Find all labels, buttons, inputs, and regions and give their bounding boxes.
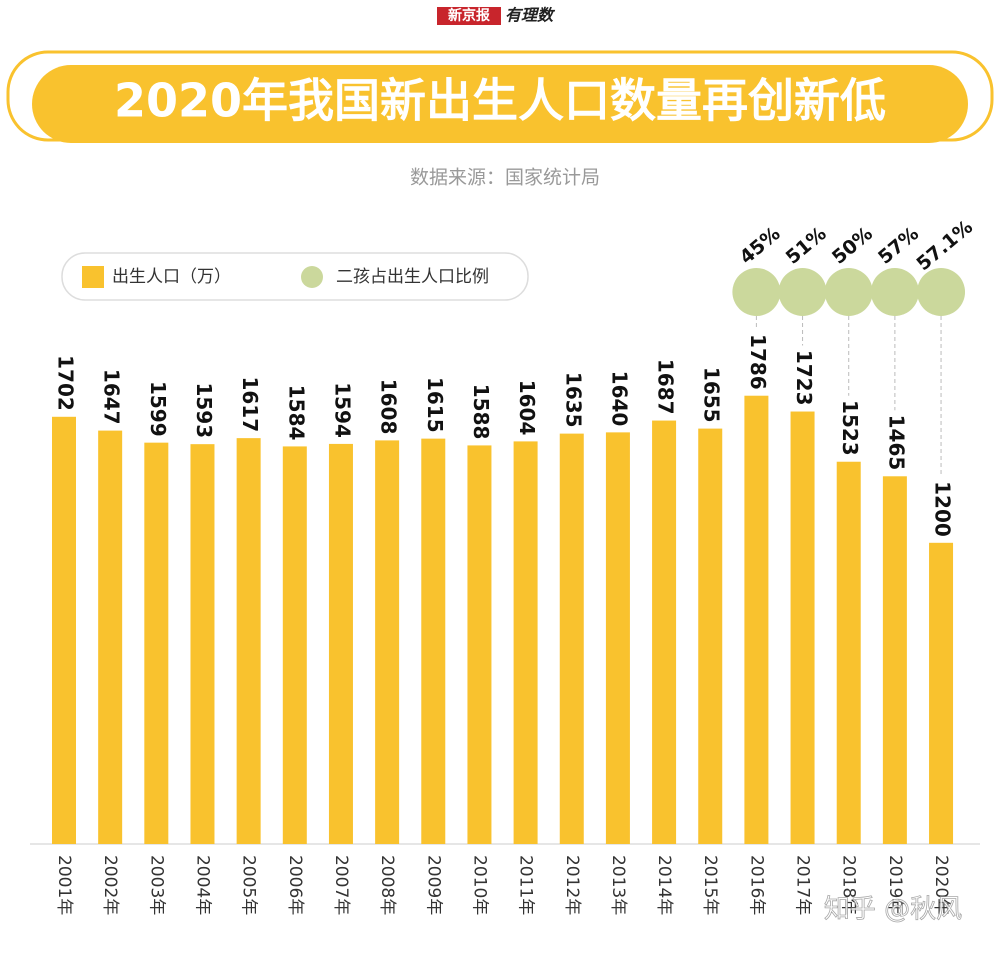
bar [282, 446, 307, 844]
bar [467, 445, 492, 844]
x-tick-label: 2011年 [516, 855, 536, 915]
ratio-label: 45% [736, 223, 785, 269]
subtitle: 数据来源：国家统计局 [410, 167, 600, 189]
bar [98, 430, 123, 844]
value-label: 1523 [838, 400, 862, 456]
x-tick-label: 2020年 [931, 855, 951, 915]
bar [421, 438, 446, 844]
x-tick-label: 2010年 [469, 855, 489, 915]
value-label: 1655 [700, 367, 724, 423]
x-tick-label: 2013年 [608, 855, 628, 915]
bar [836, 461, 861, 844]
legend-label: 出生人口（万） [112, 267, 231, 287]
bar [190, 444, 215, 844]
bar [698, 428, 723, 844]
x-tick-label: 2003年 [146, 855, 166, 915]
x-tick-label: 2004年 [192, 855, 212, 915]
bar [375, 440, 400, 844]
value-label: 1584 [284, 385, 308, 441]
ratio-label: 51% [782, 223, 831, 269]
value-label: 1635 [561, 372, 585, 428]
bar [605, 432, 630, 844]
bar [882, 476, 907, 844]
value-label: 1200 [931, 481, 955, 537]
ratio-label: 57.1% [912, 216, 977, 275]
value-label: 1687 [654, 359, 678, 415]
legend-swatch [301, 266, 323, 288]
ratio-dot [732, 268, 781, 316]
x-tick-label: 2016年 [746, 855, 766, 915]
bar [790, 411, 815, 844]
legend-swatch [82, 266, 104, 288]
ratio-dot [824, 268, 873, 316]
title-banner [32, 65, 968, 143]
value-label: 1604 [515, 380, 539, 436]
value-label: 1702 [54, 355, 78, 411]
bar [744, 395, 769, 844]
x-tick-label: 2001年 [54, 855, 74, 915]
x-tick-label: 2006年 [285, 855, 305, 915]
x-tick-label: 2005年 [239, 855, 259, 915]
value-label: 1588 [469, 384, 493, 440]
ratio-dot [917, 268, 966, 316]
x-tick-label: 2008年 [377, 855, 397, 915]
x-tick-label: 2017年 [793, 855, 813, 915]
logo-box [437, 7, 501, 25]
value-label: 1647 [100, 369, 124, 425]
chart-title: 2020年我国新出生人口数量再创新低 [114, 74, 886, 128]
x-tick-label: 2012年 [562, 855, 582, 915]
value-label: 1465 [884, 415, 908, 471]
legend-label: 二孩占出生人口比例 [336, 267, 489, 287]
bar [328, 443, 353, 844]
value-label: 1594 [330, 382, 354, 438]
bar [652, 420, 677, 844]
value-label: 1599 [146, 381, 170, 437]
value-label: 1593 [192, 382, 216, 438]
logo-brand: 新京报 [448, 7, 490, 24]
watermark: 知乎 @秋风 [824, 895, 962, 925]
x-tick-label: 2002年 [100, 855, 120, 915]
logo-column: 有理数 [505, 6, 556, 25]
x-tick-label: 2014年 [654, 855, 674, 915]
value-label: 1617 [238, 376, 262, 432]
bar [236, 438, 261, 844]
bar [559, 433, 584, 844]
x-tick-label: 2007年 [331, 855, 351, 915]
x-tick-label: 2018年 [839, 855, 859, 915]
legend-box [61, 252, 529, 301]
ratio-label: 50% [828, 223, 877, 269]
value-label: 1608 [377, 379, 401, 435]
bar [929, 542, 954, 844]
bar [513, 441, 538, 844]
value-label: 1640 [607, 371, 631, 427]
x-tick-label: 2019年 [885, 855, 905, 915]
x-tick-label: 2015年 [700, 855, 720, 915]
value-label: 1723 [792, 350, 816, 406]
bar [52, 416, 76, 844]
bar [144, 442, 169, 844]
ratio-dot [870, 268, 919, 316]
value-label: 1786 [746, 334, 770, 390]
ratio-dot [778, 268, 827, 316]
x-tick-label: 2009年 [423, 855, 443, 915]
value-label: 1615 [423, 377, 447, 433]
